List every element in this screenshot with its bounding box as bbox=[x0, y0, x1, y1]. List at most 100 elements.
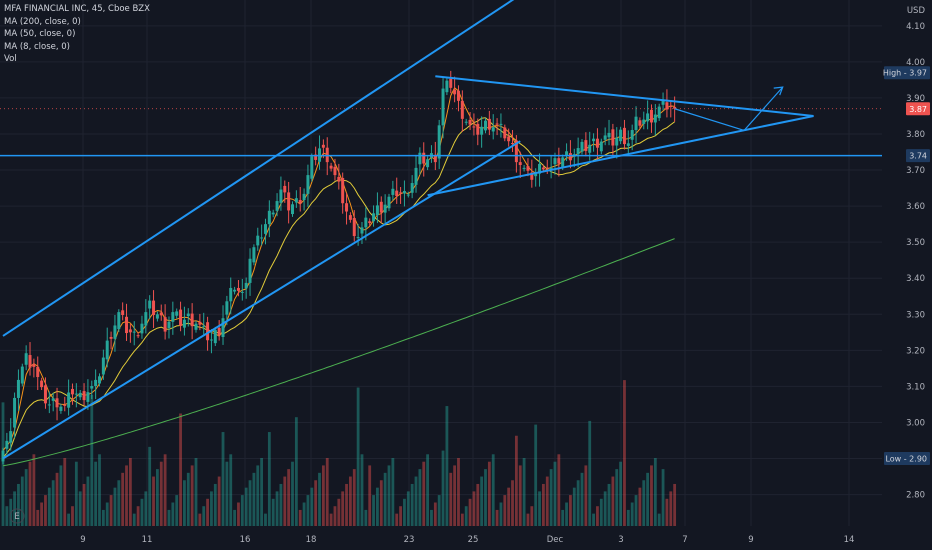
volume-bar-75 bbox=[291, 461, 294, 526]
volume-bar-10 bbox=[40, 502, 43, 526]
candle-body-91 bbox=[352, 218, 356, 237]
candle-body-156 bbox=[603, 135, 607, 140]
candle-body-52 bbox=[202, 325, 206, 327]
candle-body-10 bbox=[40, 380, 44, 388]
candle-body-149 bbox=[576, 148, 580, 155]
volume-bar-154 bbox=[596, 506, 599, 526]
volume-bar-87 bbox=[337, 498, 341, 526]
volume-bar-130 bbox=[503, 495, 507, 526]
candle-body-150 bbox=[580, 141, 584, 152]
candle-body-19 bbox=[74, 393, 78, 395]
candle-body-7 bbox=[28, 355, 32, 368]
candle-body-58 bbox=[225, 301, 229, 315]
candle-body-79 bbox=[306, 175, 310, 194]
volume-bar-110 bbox=[426, 454, 429, 526]
candle-body-43 bbox=[167, 321, 171, 328]
arrow-head bbox=[773, 86, 784, 96]
time-tick-8: 7 bbox=[682, 535, 687, 545]
volume-bar-6 bbox=[24, 469, 28, 526]
candle-body-169 bbox=[653, 114, 657, 123]
candle-body-85 bbox=[329, 165, 333, 169]
volume-bars bbox=[1, 380, 677, 526]
candle-body-6 bbox=[24, 353, 28, 365]
candle-body-121 bbox=[468, 119, 472, 125]
volume-bar-37 bbox=[144, 491, 148, 526]
volume-bar-101 bbox=[391, 458, 395, 526]
candle-body-120 bbox=[464, 121, 468, 123]
candle-body-3 bbox=[13, 397, 17, 428]
candle-body-39 bbox=[152, 300, 156, 316]
candle-body-36 bbox=[140, 323, 144, 334]
candle-body-89 bbox=[345, 203, 349, 212]
candle-body-38 bbox=[148, 300, 152, 309]
candle-body-98 bbox=[379, 201, 383, 213]
candle-body-21 bbox=[82, 391, 86, 401]
volume-bar-83 bbox=[321, 465, 325, 526]
candle-body-13 bbox=[51, 398, 55, 401]
volume-bar-81 bbox=[314, 480, 318, 526]
volume-bar-62 bbox=[240, 495, 244, 526]
volume-bar-86 bbox=[333, 506, 337, 526]
volume-bar-72 bbox=[279, 483, 283, 526]
volume-bar-8 bbox=[32, 454, 36, 526]
last-price-badge-bg bbox=[906, 102, 930, 116]
volume-bar-174 bbox=[673, 483, 677, 526]
time-tick-5: 25 bbox=[468, 535, 479, 545]
volume-bar-92 bbox=[356, 387, 360, 526]
volume-bar-7 bbox=[28, 461, 32, 526]
candle-body-163 bbox=[630, 130, 634, 140]
time-tick-6: Dec bbox=[547, 535, 564, 545]
candle-body-51 bbox=[198, 321, 202, 325]
candle-body-53 bbox=[206, 322, 210, 341]
volume-bar-165 bbox=[638, 487, 642, 526]
candle-body-133 bbox=[514, 140, 518, 163]
legend-ma200: MA (200, close, 0) bbox=[4, 16, 81, 27]
volume-bar-146 bbox=[565, 502, 568, 526]
candle-body-18 bbox=[70, 388, 74, 395]
candle-body-94 bbox=[364, 217, 368, 228]
candle-body-101 bbox=[391, 188, 395, 195]
candle-body-48 bbox=[186, 313, 190, 317]
candle-body-139 bbox=[538, 163, 542, 174]
volume-bar-137 bbox=[530, 506, 534, 526]
candle-body-15 bbox=[59, 406, 63, 411]
candle-body-134 bbox=[518, 162, 522, 166]
volume-bar-4 bbox=[17, 483, 20, 526]
volume-bar-134 bbox=[518, 465, 522, 526]
candle-body-2 bbox=[9, 431, 13, 443]
price-tick-2: 3.00 bbox=[906, 418, 925, 428]
candle-body-78 bbox=[302, 193, 306, 200]
volume-bar-150 bbox=[580, 472, 584, 526]
candle-body-170 bbox=[657, 106, 661, 119]
volume-bar-117 bbox=[453, 465, 457, 526]
candle-body-105 bbox=[406, 194, 410, 196]
chart-legend: MFA FINANCIAL INC, 45, Cboe BZX MA (200,… bbox=[4, 3, 150, 66]
candle-body-44 bbox=[171, 312, 175, 322]
candle-body-103 bbox=[399, 192, 403, 194]
candle-body-45 bbox=[175, 311, 179, 316]
volume-bar-84 bbox=[325, 458, 329, 526]
volume-bar-172 bbox=[665, 498, 669, 526]
trendline-5 bbox=[743, 86, 784, 131]
price-tick-7: 3.50 bbox=[906, 238, 925, 248]
price-tick-0: 2.80 bbox=[906, 491, 925, 501]
volume-bar-63 bbox=[244, 487, 248, 526]
candle-body-124 bbox=[480, 126, 484, 135]
volume-bar-119 bbox=[460, 513, 464, 526]
volume-bar-100 bbox=[387, 465, 391, 526]
volume-bar-160 bbox=[619, 461, 622, 526]
candle-body-66 bbox=[256, 235, 260, 246]
volume-bar-78 bbox=[302, 502, 306, 526]
candle-body-110 bbox=[426, 159, 430, 168]
candle-body-83 bbox=[321, 144, 325, 148]
volume-bar-111 bbox=[430, 509, 433, 526]
candle-body-84 bbox=[325, 147, 329, 163]
volume-bar-25 bbox=[98, 454, 101, 526]
legend-title: MFA FINANCIAL INC, 45, Cboe BZX bbox=[4, 4, 150, 14]
price-tick-8: 3.60 bbox=[906, 202, 925, 212]
volume-bar-57 bbox=[221, 432, 225, 526]
volume-bar-114 bbox=[441, 450, 445, 526]
candle-body-131 bbox=[507, 136, 511, 142]
volume-bar-105 bbox=[406, 491, 410, 526]
